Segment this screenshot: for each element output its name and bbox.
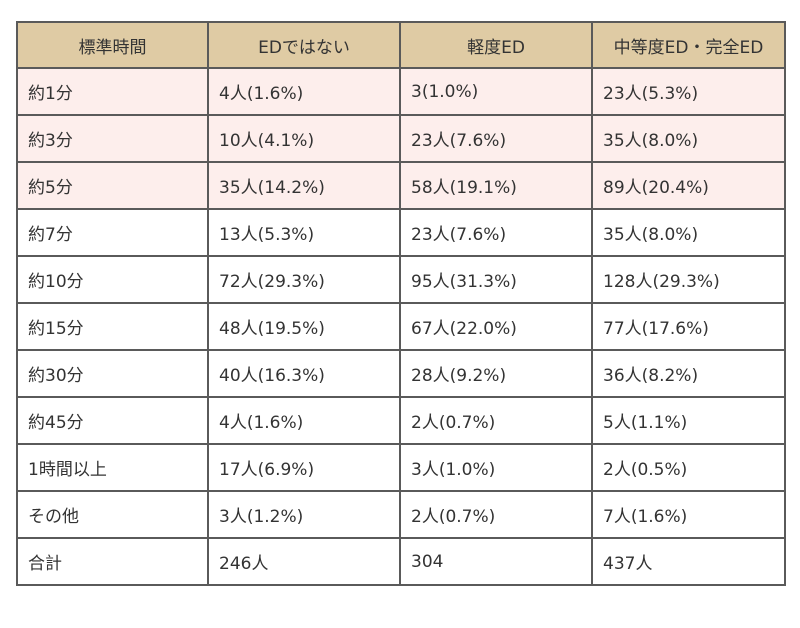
mild-ed-cell: 304	[399, 537, 593, 586]
time-cell: 約1分	[16, 67, 209, 116]
no-ed-cell: 246人	[207, 537, 401, 586]
mild-ed-cell: 2人(0.7%)	[399, 490, 593, 539]
table-row: 約5分 35人(14.2%) 58人(19.1%) 89人(20.4%)	[16, 161, 786, 210]
time-cell: 約45分	[16, 396, 209, 445]
mild-ed-cell: 3(1.0%)	[399, 67, 593, 116]
time-cell: 約5分	[16, 161, 209, 210]
no-ed-cell: 72人(29.3%)	[207, 255, 401, 304]
mild-ed-cell: 2人(0.7%)	[399, 396, 593, 445]
no-ed-cell: 4人(1.6%)	[207, 396, 401, 445]
ed-duration-table: 標準時間 EDではない 軽度ED 中等度ED・完全ED 約1分 4人(1.6%) 3…	[16, 21, 786, 586]
no-ed-cell: 3人(1.2%)	[207, 490, 401, 539]
table-body: 約1分 4人(1.6%) 3(1.0%) 23人(5.3%) 約3分 10人(4.1%) 2…	[16, 67, 786, 586]
no-ed-cell: 48人(19.5%)	[207, 302, 401, 351]
moderate-complete-ed-cell: 7人(1.6%)	[591, 490, 786, 539]
header-mild-ed: 軽度ED	[399, 21, 593, 69]
moderate-complete-ed-cell: 5人(1.1%)	[591, 396, 786, 445]
mild-ed-cell: 95人(31.3%)	[399, 255, 593, 304]
table-row: 約7分 13人(5.3%) 23人(7.6%) 35人(8.0%)	[16, 208, 786, 257]
table-row: 1時間以上 17人(6.9%) 3人(1.0%) 2人(0.5%)	[16, 443, 786, 492]
time-cell: 1時間以上	[16, 443, 209, 492]
no-ed-cell: 35人(14.2%)	[207, 161, 401, 210]
table-container: 標準時間 EDではない 軽度ED 中等度ED・完全ED 約1分 4人(1.6%) 3…	[16, 21, 786, 586]
no-ed-cell: 17人(6.9%)	[207, 443, 401, 492]
no-ed-cell: 40人(16.3%)	[207, 349, 401, 398]
table-row: 約15分 48人(19.5%) 67人(22.0%) 77人(17.6%)	[16, 302, 786, 351]
table-header: 標準時間 EDではない 軽度ED 中等度ED・完全ED	[16, 21, 786, 69]
no-ed-cell: 10人(4.1%)	[207, 114, 401, 163]
moderate-complete-ed-cell: 437人	[591, 537, 786, 586]
moderate-complete-ed-cell: 77人(17.6%)	[591, 302, 786, 351]
mild-ed-cell: 28人(9.2%)	[399, 349, 593, 398]
time-cell: その他	[16, 490, 209, 539]
header-standard-time: 標準時間	[16, 21, 209, 69]
table-row: その他 3人(1.2%) 2人(0.7%) 7人(1.6%)	[16, 490, 786, 539]
mild-ed-cell: 23人(7.6%)	[399, 114, 593, 163]
time-cell: 約15分	[16, 302, 209, 351]
header-moderate-complete-ed: 中等度ED・完全ED	[591, 21, 786, 69]
time-cell: 約30分	[16, 349, 209, 398]
table-row: 約30分 40人(16.3%) 28人(9.2%) 36人(8.2%)	[16, 349, 786, 398]
table-row: 約10分 72人(29.3%) 95人(31.3%) 128人(29.3%)	[16, 255, 786, 304]
table-row: 合計 246人 304 437人	[16, 537, 786, 586]
mild-ed-cell: 58人(19.1%)	[399, 161, 593, 210]
table-row: 約3分 10人(4.1%) 23人(7.6%) 35人(8.0%)	[16, 114, 786, 163]
time-cell: 約10分	[16, 255, 209, 304]
no-ed-cell: 4人(1.6%)	[207, 67, 401, 116]
no-ed-cell: 13人(5.3%)	[207, 208, 401, 257]
time-cell: 約3分	[16, 114, 209, 163]
moderate-complete-ed-cell: 2人(0.5%)	[591, 443, 786, 492]
header-no-ed: EDではない	[207, 21, 401, 69]
mild-ed-cell: 67人(22.0%)	[399, 302, 593, 351]
header-row: 標準時間 EDではない 軽度ED 中等度ED・完全ED	[16, 21, 786, 69]
moderate-complete-ed-cell: 23人(5.3%)	[591, 67, 786, 116]
table-row: 約1分 4人(1.6%) 3(1.0%) 23人(5.3%)	[16, 67, 786, 116]
time-cell: 約7分	[16, 208, 209, 257]
mild-ed-cell: 23人(7.6%)	[399, 208, 593, 257]
moderate-complete-ed-cell: 89人(20.4%)	[591, 161, 786, 210]
moderate-complete-ed-cell: 128人(29.3%)	[591, 255, 786, 304]
mild-ed-cell: 3人(1.0%)	[399, 443, 593, 492]
table-row: 約45分 4人(1.6%) 2人(0.7%) 5人(1.1%)	[16, 396, 786, 445]
time-cell: 合計	[16, 537, 209, 586]
moderate-complete-ed-cell: 35人(8.0%)	[591, 114, 786, 163]
moderate-complete-ed-cell: 35人(8.0%)	[591, 208, 786, 257]
moderate-complete-ed-cell: 36人(8.2%)	[591, 349, 786, 398]
